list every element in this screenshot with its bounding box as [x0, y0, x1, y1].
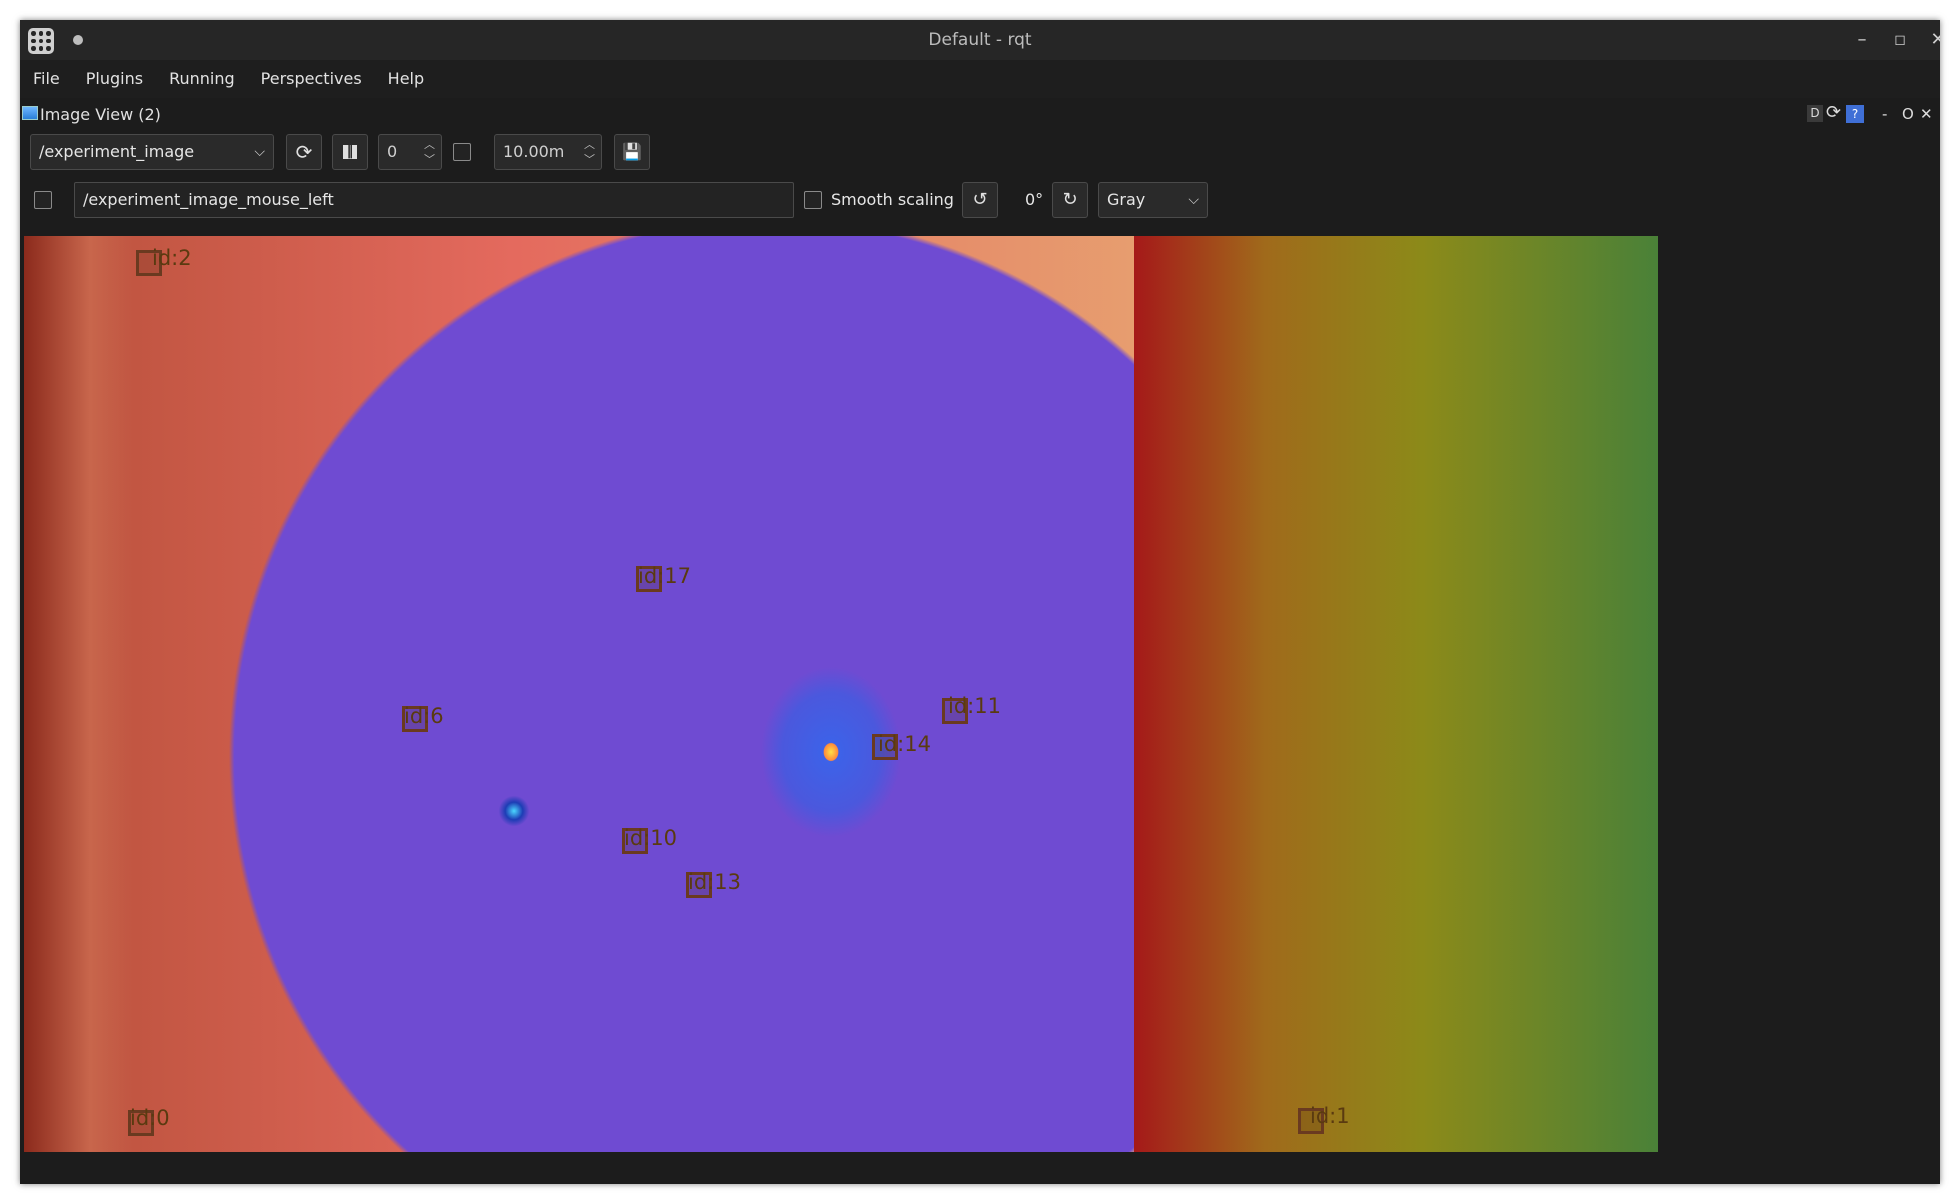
spinbox-arrows-icon[interactable]: ︿ ﹀ — [584, 138, 595, 166]
apriltag-icon — [686, 872, 712, 898]
dock-minimize-button[interactable]: - — [1882, 105, 1888, 123]
apriltag-icon — [636, 566, 662, 592]
toolbar-bottom: /experiment_image_mouse_left Smooth scal… — [20, 182, 1940, 222]
apriltag-icon — [942, 698, 968, 724]
menu-running[interactable]: Running — [169, 69, 235, 88]
topic-select-value: /experiment_image — [39, 142, 195, 161]
rotate-left-button[interactable]: ↺ — [962, 182, 998, 218]
marker-label: id:13 — [688, 870, 741, 894]
save-image-button[interactable]: 💾 — [614, 134, 650, 170]
status-bar — [20, 1156, 1940, 1184]
marker-label: id:6 — [404, 704, 444, 728]
marker-label: id:11 — [948, 694, 1001, 718]
left-field-band — [24, 236, 134, 1152]
marker-label: id:17 — [638, 564, 691, 588]
dock-float-button[interactable]: O — [1902, 105, 1914, 123]
mouse-publish-checkbox[interactable] — [34, 191, 52, 209]
frame-spinbox-value: 0 — [387, 142, 398, 161]
apriltag-icon — [1298, 1108, 1324, 1134]
title-bar: Default - rqt – ◻ ✕ — [20, 20, 1940, 60]
menu-help[interactable]: Help — [387, 69, 425, 88]
colormap-select[interactable]: Gray ⌵ — [1098, 182, 1208, 218]
save-icon: 💾 — [622, 142, 642, 161]
maximize-window-button[interactable]: ◻ — [1894, 32, 1906, 48]
rotation-label: 0° — [1025, 190, 1044, 209]
colormap-select-value: Gray — [1107, 190, 1146, 209]
right-field-band — [1134, 236, 1658, 1152]
distance-checkbox[interactable] — [453, 143, 471, 161]
menu-plugins[interactable]: Plugins — [85, 69, 144, 88]
pause-icon: ‖ — [343, 145, 357, 159]
spinbox-arrows-icon[interactable]: ︿ ﹀ — [424, 138, 435, 166]
dock-d-button[interactable]: D — [1807, 105, 1823, 122]
apriltag-icon — [136, 250, 162, 276]
apriltag-icon — [128, 1110, 154, 1136]
rotate-right-button[interactable]: ↻ — [1052, 182, 1088, 218]
minimize-window-button[interactable]: – — [1857, 29, 1867, 50]
apriltag-icon — [872, 734, 898, 760]
app-menu-icon[interactable] — [28, 28, 54, 54]
marker-label: id:10 — [624, 826, 677, 850]
distance-spinbox[interactable]: 10.00m ︿ ﹀ — [494, 134, 602, 170]
chevron-down-icon: ⌵ — [1188, 192, 1199, 208]
smooth-scaling-label: Smooth scaling — [831, 190, 954, 209]
mouse-topic-input[interactable]: /experiment_image_mouse_left — [74, 182, 794, 218]
topic-select[interactable]: /experiment_image ⌵ — [30, 134, 274, 170]
rqt-window: Default - rqt – ◻ ✕ File Plugins Running… — [20, 20, 1940, 1184]
image-view-icon — [22, 106, 38, 120]
apriltag-icon — [622, 828, 648, 854]
rotate-right-icon: ↻ — [1062, 189, 1078, 210]
window-title: Default - rqt — [928, 30, 1032, 50]
marker-label: id:2 — [152, 246, 192, 270]
image-canvas[interactable]: id:2 id:17 id:6 id:11 id:14 id:10 id:13 … — [24, 236, 1658, 1152]
dock-reload-icon[interactable]: ⟳ — [1826, 102, 1842, 123]
menu-perspectives[interactable]: Perspectives — [260, 69, 362, 88]
marker-label: id:1 — [1310, 1104, 1350, 1128]
close-window-button[interactable]: ✕ — [1930, 29, 1940, 50]
refresh-icon: ⟳ — [295, 140, 313, 164]
distance-spinbox-value: 10.00m — [503, 142, 565, 161]
rotate-left-icon: ↺ — [972, 189, 988, 210]
menu-bar: File Plugins Running Perspectives Help — [20, 60, 1940, 98]
toolbar-top: /experiment_image ⌵ ⟳ ‖ 0 ︿ ﹀ 10.00m ︿ ﹀ 💾 — [20, 134, 1940, 174]
apriltag-icon — [402, 706, 428, 732]
dock-close-button[interactable]: ✕ — [1920, 105, 1933, 123]
marker-label: id:14 — [878, 732, 931, 756]
pin-icon[interactable] — [73, 35, 83, 45]
marker-label: id:0 — [130, 1106, 170, 1130]
frame-spinbox[interactable]: 0 ︿ ﹀ — [378, 134, 442, 170]
dock-help-button[interactable]: ? — [1846, 105, 1864, 123]
pause-button[interactable]: ‖ — [332, 134, 368, 170]
menu-file[interactable]: File — [33, 69, 60, 88]
chevron-down-icon: ⌵ — [254, 144, 265, 160]
dock-title-bar: Image View (2) D ⟳ ? - O ✕ — [20, 100, 1940, 130]
smooth-scaling-checkbox[interactable] — [804, 191, 822, 209]
dock-title: Image View (2) — [40, 105, 161, 124]
refresh-topics-button[interactable]: ⟳ — [286, 134, 322, 170]
